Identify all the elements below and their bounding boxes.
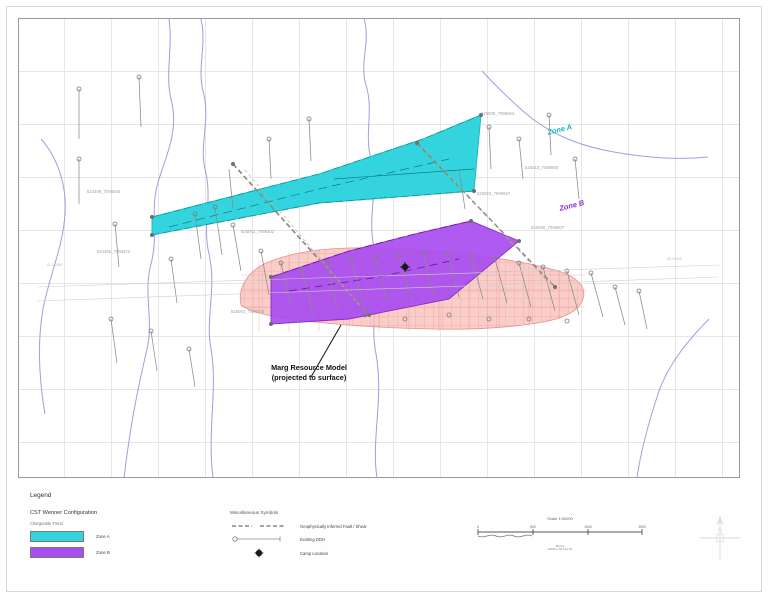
map-canvas: Zone A Zone B 526008_7099064 526010_7098… (19, 19, 739, 477)
svg-text:500: 500 (530, 525, 536, 529)
zone-a-polygon (151, 114, 482, 236)
drillhole-collars (76, 74, 642, 352)
zone-b-swatch-icon (30, 547, 84, 558)
legend-item-zone-a[interactable]: Zone A (30, 531, 240, 542)
legend-fault-label: Geophysically Inferred Fault / Shear (300, 523, 367, 529)
legend-zone-b-label: Zone B (96, 550, 110, 555)
annotation-line-1: Marg Resource Model (271, 363, 347, 372)
coordinate-label: 525052_7098075 (231, 309, 265, 314)
drainage-lines (38, 19, 710, 477)
coordinate-label: 524408_7098593 (87, 189, 121, 194)
coordinate-label: 526080_7098507 (531, 225, 565, 230)
zone-a-swatch-icon (30, 531, 84, 542)
map-graphics (36, 19, 720, 477)
annotation-line-2: (projected to surface) (271, 373, 347, 382)
coordinate-label: 526010_7098858 (525, 165, 559, 170)
svg-text:1000: 1000 (584, 525, 592, 529)
legend-cst-subheading: Chargeable Trend (30, 521, 63, 526)
legend-cst-heading: CST Wenner Configuration (30, 510, 97, 516)
annotation-leader-line (310, 324, 342, 378)
coordinate-label: 525052_7098302 (241, 229, 275, 234)
section-lines (36, 264, 720, 302)
scale-title: Scale 1:50000 (547, 516, 573, 521)
legend-panel: Legend CST Wenner Configuration Chargeab… (18, 486, 740, 578)
legend-item-fault[interactable]: Geophysically Inferred Fault / Shear (230, 522, 460, 530)
map-panel[interactable]: Zone A Zone B 526008_7099064 526010_7098… (18, 18, 740, 478)
resource-model-annotation: Marg Resource Model (projected to surfac… (219, 363, 399, 383)
svg-text:0: 0 (477, 525, 479, 529)
legend-item-camp[interactable]: Camp Location (230, 548, 460, 558)
coordinate-label: 526008_7099064 (481, 111, 515, 116)
camp-marker-icon (254, 548, 264, 558)
drillhole-traces (78, 76, 648, 388)
coordinate-label: 524465_7098372 (97, 249, 131, 254)
svg-text:1500: 1500 (638, 525, 646, 529)
drillhole-icon (232, 536, 281, 542)
north-arrow-block: N (690, 510, 750, 566)
legend-title: Legend (30, 492, 52, 499)
camp-location-marker (399, 261, 411, 273)
scale-bar-graphic: 0 500 1000 1500 (477, 525, 646, 538)
legend-cst-block: CST Wenner Configuration Chargeable Tren… (30, 510, 240, 558)
section-label: SL-01/005 (47, 263, 63, 267)
legend-zone-a-label: Zone A (96, 534, 110, 539)
legend-misc-block: Miscellaneous Symbols Geophysically Infe… (230, 510, 460, 558)
svg-text:N: N (718, 528, 722, 534)
coordinate-label: 526063_7098667 (477, 191, 511, 196)
legend-misc-heading: Miscellaneous Symbols (230, 510, 278, 515)
dashed-line-icon (232, 525, 284, 527)
legend-camp-label: Camp Location (300, 550, 329, 556)
fault-arrowheads (230, 140, 558, 318)
scale-units: Meters (555, 544, 565, 548)
legend-item-zone-b[interactable]: Zone B (30, 547, 240, 558)
scale-datum-note: NAD83 UTM Zone 9N (547, 548, 573, 551)
zone-corner-markers (150, 113, 521, 326)
north-arrow-icon: N (700, 516, 740, 560)
legend-item-ddh[interactable]: Existing DDH (230, 535, 460, 543)
scale-bar-block: Scale 1:50000 0 500 1000 1500 Meters NAD… (470, 516, 650, 551)
legend-ddh-label: Existing DDH (300, 536, 325, 542)
section-label: SE-PLINE (667, 257, 683, 261)
